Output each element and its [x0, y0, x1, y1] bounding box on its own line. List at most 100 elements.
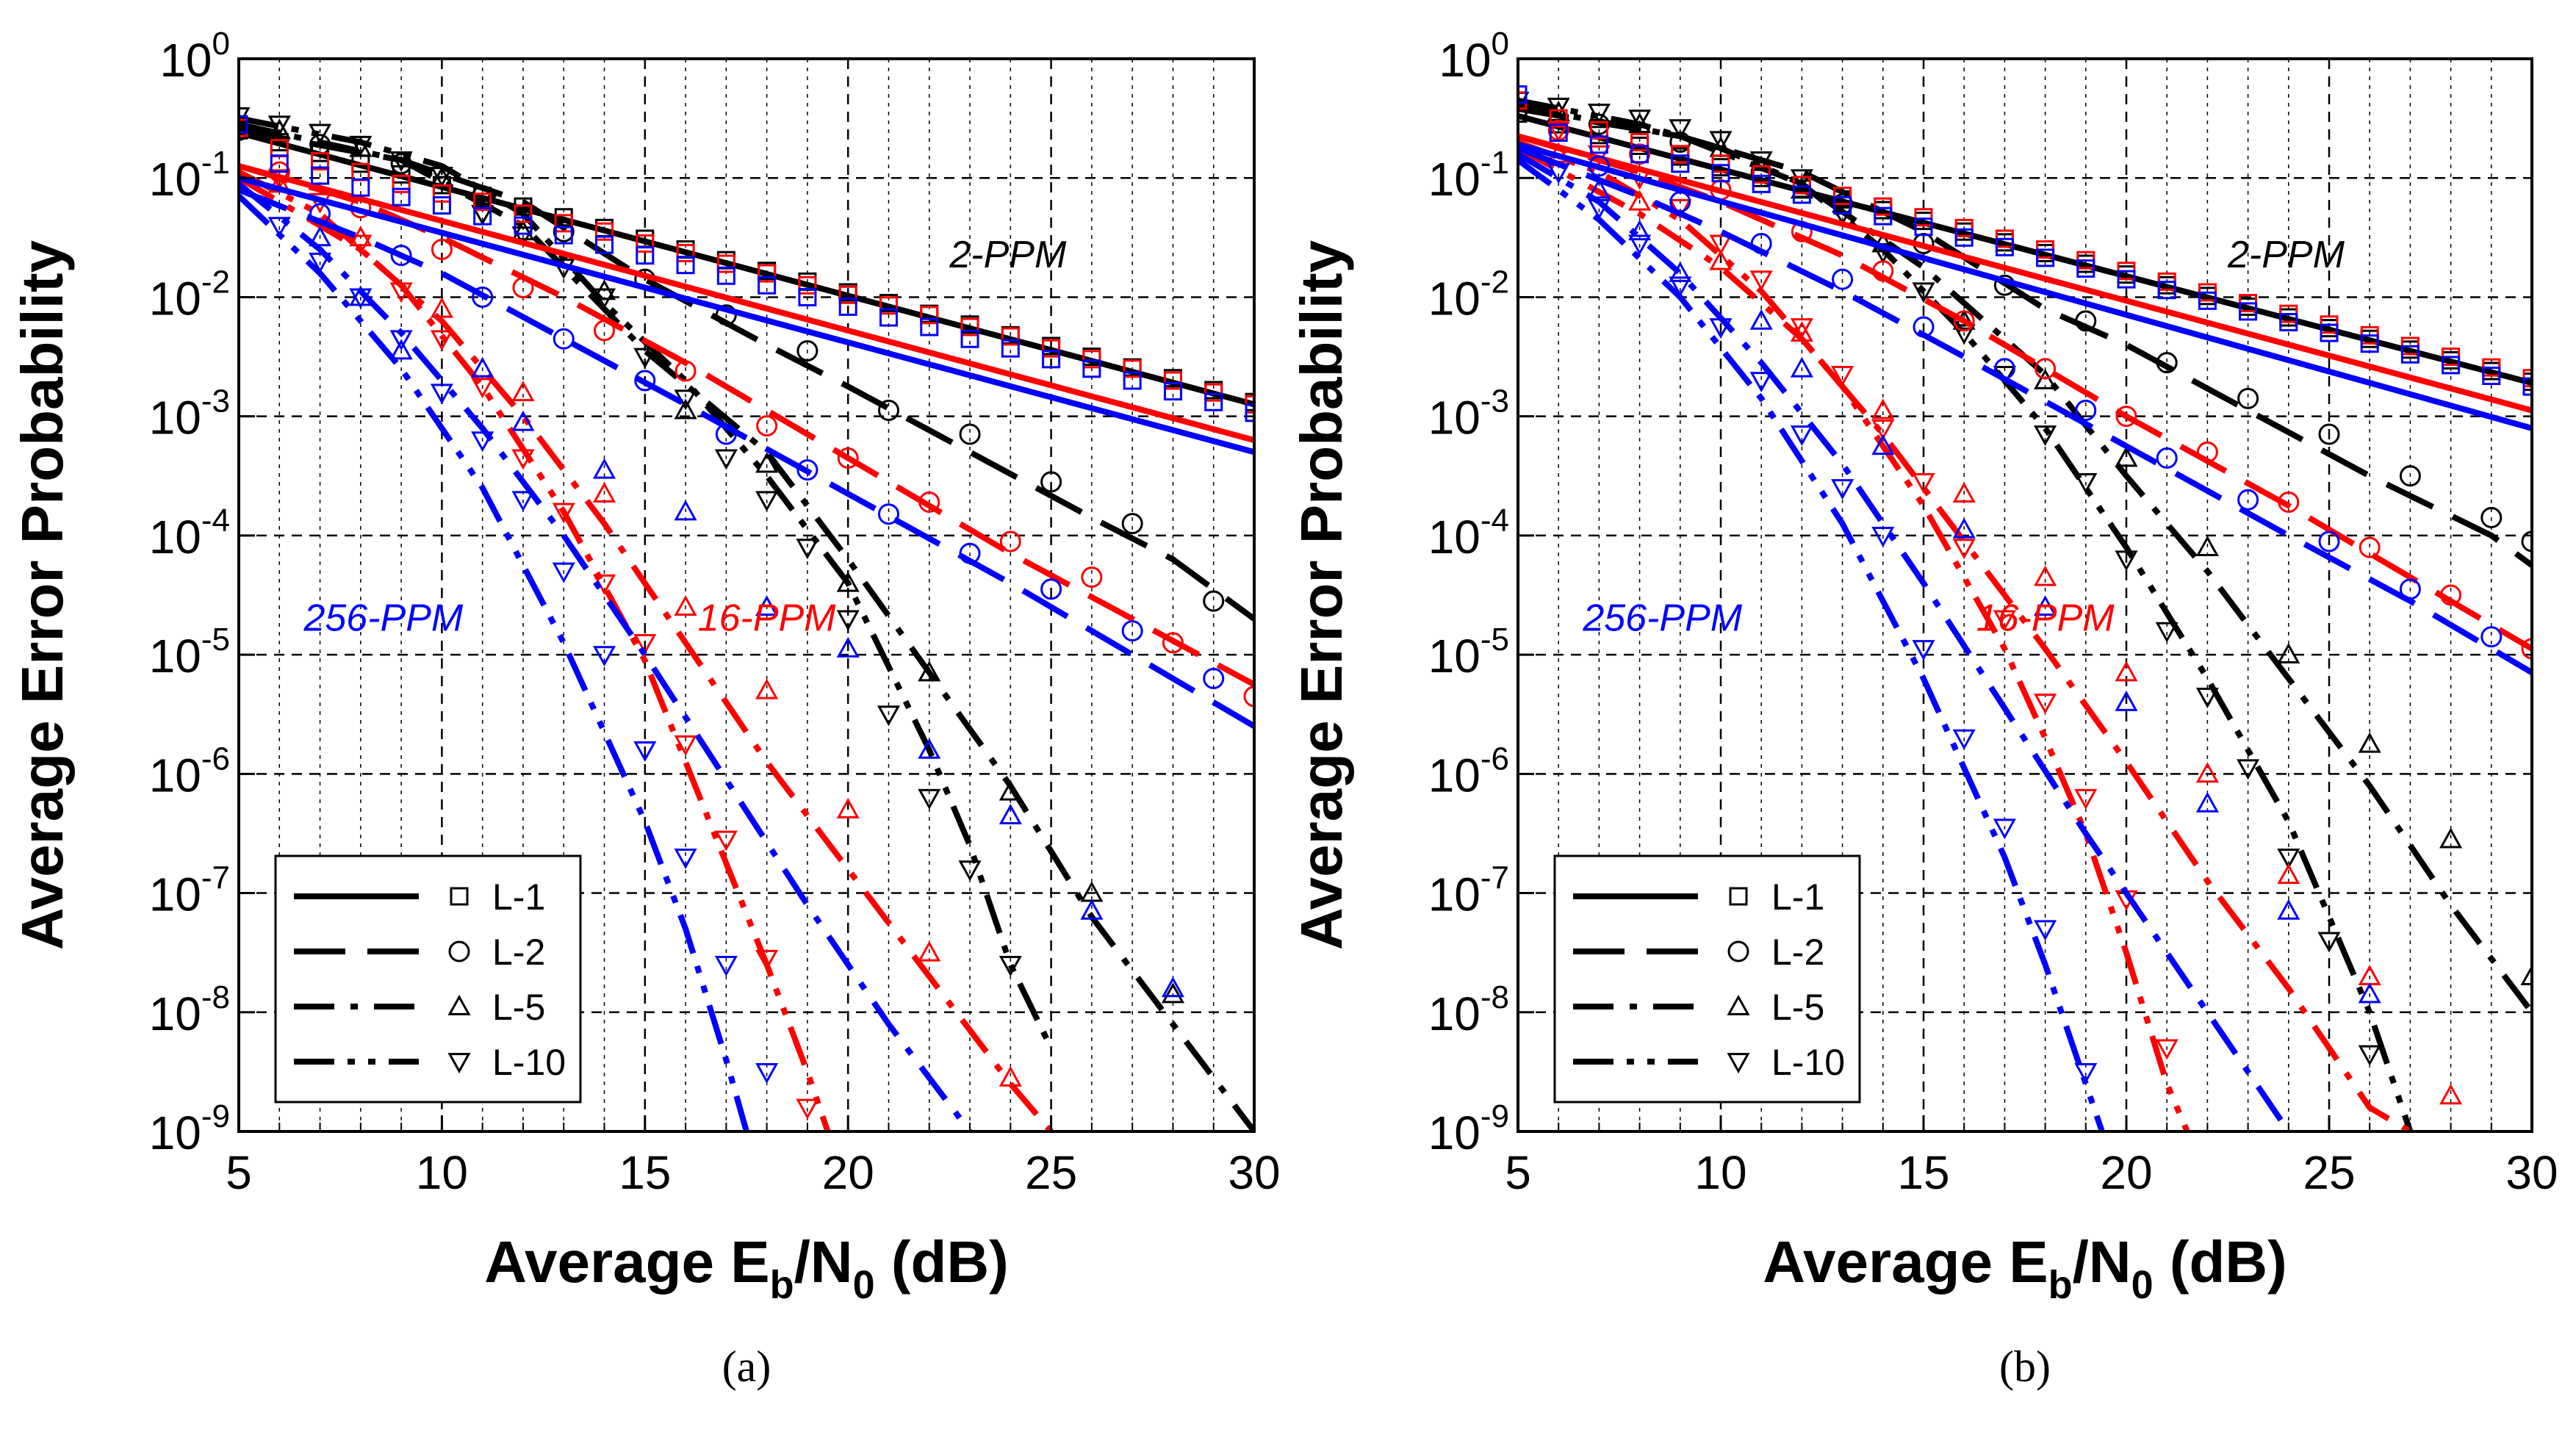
data-point [553, 220, 575, 242]
data-point [309, 123, 332, 145]
series-line [239, 169, 831, 1131]
data-point [239, 115, 248, 134]
series-line [239, 175, 1254, 456]
data-point [1549, 123, 1568, 143]
y-tick-label: 10-2 [1428, 264, 1509, 325]
legend-label: L-5 [492, 987, 545, 1028]
data-point [879, 296, 898, 315]
legend-label: L-1 [492, 877, 545, 918]
series-line [1518, 133, 2532, 652]
data-point [1669, 119, 1692, 140]
data-point [473, 206, 492, 226]
legend-label: L-2 [492, 932, 545, 973]
data-point [1518, 85, 1528, 104]
data-point [1993, 818, 2016, 840]
data-point [1547, 97, 1570, 118]
data-point [674, 360, 697, 382]
data-point [511, 226, 535, 248]
data-point [594, 320, 616, 342]
data-point [1832, 268, 1854, 290]
data-point [960, 329, 979, 348]
data-point [432, 184, 451, 203]
data-point [2279, 313, 2298, 332]
data-point [999, 780, 1022, 801]
data-point [1871, 398, 1895, 420]
y-tick-label: 10-4 [1428, 503, 1509, 564]
legend-label: L-10 [1771, 1042, 1845, 1083]
data-point [1790, 425, 1813, 447]
data-point [714, 449, 738, 470]
series-line [1518, 139, 2190, 1131]
data-point [2358, 1045, 2381, 1066]
data-point [2237, 489, 2259, 511]
data-point [1952, 482, 1976, 503]
data-point [1669, 276, 1692, 298]
data-point [1042, 350, 1061, 369]
data-point [1709, 249, 1733, 270]
data-point [676, 256, 695, 275]
data-point [1671, 145, 1690, 164]
data-point [1245, 403, 1254, 422]
data-point [2239, 302, 2258, 321]
data-point [1709, 234, 1733, 256]
data-point [1914, 208, 1933, 227]
y-tick-label: 10-7 [1428, 860, 1509, 921]
y-tick-label: 10-9 [1428, 1098, 1509, 1159]
data-point [1243, 685, 1254, 708]
data-point [389, 282, 413, 303]
data-point [514, 216, 533, 235]
data-point [1833, 196, 1852, 215]
data-point [514, 204, 533, 223]
data-point [1081, 566, 1103, 588]
data-point [2399, 578, 2421, 600]
y-tick-label: 100 [159, 26, 230, 87]
data-point [1204, 383, 1223, 402]
data-point [836, 571, 860, 592]
series-line [239, 163, 1254, 688]
data-point [2156, 352, 2178, 374]
data-point [877, 400, 899, 422]
data-point [2034, 595, 2057, 616]
data-point [798, 276, 817, 295]
data-point [755, 678, 779, 699]
data-point [471, 431, 494, 453]
data-point [430, 330, 453, 351]
legend: L-1 L-2 L-5 L-10 [274, 854, 582, 1104]
x-tick-label: 5 [226, 1146, 252, 1199]
data-point [1709, 131, 1733, 152]
data-point [1669, 191, 1691, 213]
data-point [2480, 507, 2503, 529]
data-point [1749, 270, 1773, 292]
data-point [1711, 164, 1730, 183]
data-point [1162, 632, 1184, 654]
data-point [472, 286, 494, 308]
data-point [2115, 406, 2137, 428]
x-tick-label: 20 [2100, 1146, 2152, 1199]
data-point [633, 633, 657, 655]
x-tick-label: 15 [1897, 1146, 1949, 1199]
data-point [1749, 372, 1773, 393]
data-point [1871, 419, 1895, 440]
data-point [716, 254, 735, 273]
data-point [755, 949, 779, 971]
data-point [2157, 281, 2176, 300]
data-point [473, 192, 492, 212]
data-point [999, 1065, 1022, 1087]
data-point [1952, 517, 1976, 539]
data-point [1792, 185, 1811, 204]
data-point [471, 378, 494, 399]
data-point [392, 187, 411, 206]
data-point [715, 423, 737, 445]
data-point [2277, 848, 2300, 869]
data-point [2156, 447, 2178, 469]
series-line [239, 121, 1254, 1131]
data-point [1121, 513, 1143, 535]
data-point [2195, 687, 2219, 708]
data-point [714, 830, 738, 852]
data-point [1203, 668, 1225, 690]
data-point [2277, 643, 2300, 664]
data-point [674, 500, 697, 521]
y-axis-title: Average Error Probability [10, 240, 75, 950]
data-point [511, 491, 535, 512]
y-tick-label: 10-6 [1428, 741, 1509, 802]
